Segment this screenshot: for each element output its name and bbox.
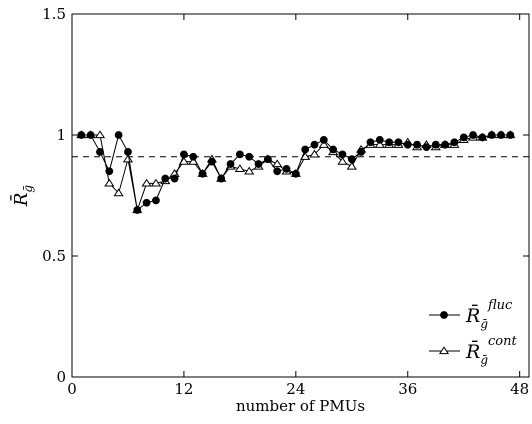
data-point-fluc (105, 167, 114, 176)
x-tick-label: 36 (398, 380, 417, 398)
data-point-fluc (329, 145, 338, 154)
data-point-fluc (207, 157, 216, 166)
data-point-fluc (459, 133, 468, 142)
data-point-fluc (282, 164, 291, 173)
data-point-fluc (441, 140, 449, 149)
data-point-fluc (506, 131, 515, 139)
data-point-fluc (291, 169, 300, 178)
ticks-layer: 0 12 24 36 48 0 0.5 1 1.5 (42, 5, 529, 398)
x-tick-label: 48 (510, 380, 529, 398)
data-point-fluc (319, 135, 328, 144)
data-point-fluc (226, 160, 235, 168)
data-point-fluc (180, 150, 188, 159)
data-point-cont (150, 178, 162, 187)
data-point-cont (346, 161, 357, 170)
data-point-fluc (77, 131, 86, 139)
data-point-fluc (338, 150, 347, 159)
data-point-fluc (114, 131, 123, 139)
data-point-fluc (366, 138, 375, 147)
svg-text:R̄ḡ: R̄ḡ (9, 185, 35, 208)
series-fluc (77, 131, 515, 214)
data-point-fluc (96, 148, 104, 156)
legend-label-main: R̄ (465, 304, 480, 327)
data-point-fluc (487, 131, 496, 139)
data-point-cont (318, 139, 329, 148)
data-point-fluc (478, 133, 487, 142)
data-point-fluc (413, 140, 421, 149)
legend-marker (438, 346, 450, 355)
data-point-fluc (497, 131, 505, 139)
data-point-cont (141, 178, 152, 187)
legend-label: R̄ḡ fluc (465, 298, 513, 331)
data-point-cont (94, 130, 106, 139)
data-point-fluc (357, 148, 366, 156)
data-point-fluc (347, 155, 356, 164)
data-point-fluc (394, 138, 403, 147)
data-point-fluc (301, 145, 310, 154)
data-point-fluc (161, 174, 170, 183)
x-axis-title: number of PMUs (236, 397, 365, 415)
legend-label-sub: ḡ (480, 353, 488, 367)
y-axis-title: R̄ḡ (9, 185, 35, 208)
legend-entry-cont: R̄ḡcont (429, 334, 517, 367)
data-point-cont (374, 139, 385, 148)
x-tick-label: 24 (286, 380, 305, 398)
data-point-cont (244, 166, 255, 175)
data-point-fluc (170, 174, 179, 183)
legend-label: R̄ḡcont (465, 334, 517, 367)
legend-marker (440, 311, 448, 319)
data-point-fluc (273, 167, 282, 176)
data-point-cont (122, 154, 134, 163)
data-point-fluc (245, 152, 254, 161)
data-point-fluc (235, 150, 244, 159)
data-point-fluc (124, 148, 132, 156)
legend-entry-fluc: R̄ḡ fluc (429, 298, 513, 331)
y-tick-label: 1 (56, 126, 66, 144)
data-point-fluc (403, 140, 412, 149)
data-point-cont (309, 149, 320, 158)
data-point-fluc (422, 143, 431, 152)
x-tick-label: 12 (174, 380, 193, 398)
data-point-cont (113, 188, 124, 197)
data-point-fluc (385, 138, 394, 147)
legend-label-sub: ḡ (480, 317, 488, 331)
data-point-fluc (133, 206, 142, 214)
plot-frame (71, 13, 530, 378)
y-tick-label: 1.5 (42, 5, 66, 23)
y-axis-title-main: R̄ (9, 193, 32, 208)
data-point-cont (337, 156, 348, 165)
y-tick-label: 0.5 (42, 247, 66, 265)
data-point-fluc (152, 196, 160, 205)
data-point-fluc (431, 140, 440, 149)
data-point-fluc (198, 169, 207, 178)
data-point-fluc (310, 140, 319, 149)
y-axis-title-sub: ḡ (21, 185, 35, 193)
data-point-fluc (263, 155, 272, 164)
data-point-fluc (450, 138, 459, 147)
data-point-fluc (217, 174, 226, 183)
legend-label-sup: cont (488, 334, 517, 349)
data-point-fluc (189, 152, 198, 161)
x-tick-label: 0 (67, 380, 77, 398)
y-tick-label: 0 (56, 368, 66, 386)
data-point-fluc (375, 135, 384, 144)
legend-label-main: R̄ (465, 340, 480, 363)
data-point-fluc (254, 160, 263, 168)
data-point-fluc (86, 131, 95, 139)
legend-label-sup: fluc (487, 298, 513, 313)
data-point-cont (272, 159, 283, 168)
data-point-fluc (469, 131, 477, 139)
data-point-fluc (142, 198, 151, 207)
data-point-cont (104, 178, 115, 187)
series-layer (76, 130, 516, 214)
data-point-cont (234, 164, 246, 173)
